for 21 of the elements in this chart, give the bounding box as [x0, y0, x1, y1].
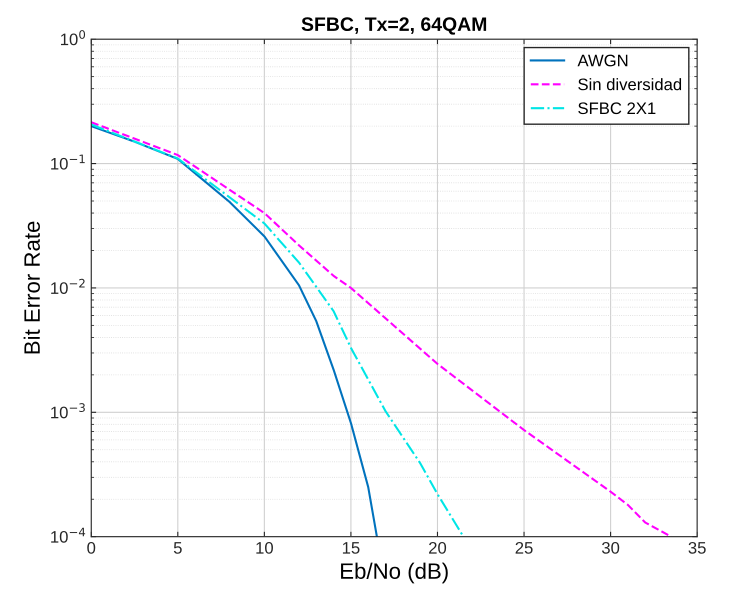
- legend-label: AWGN: [578, 54, 628, 66]
- x-tick-label: 20: [429, 542, 446, 554]
- y-axis-title: Bit Error Rate: [24, 222, 40, 354]
- line-series: [91, 123, 464, 537]
- y-tick-label: 10$^{−3}$: [51, 403, 85, 418]
- y-tick-label: 10$^{−4}$: [51, 528, 86, 543]
- x-tick-label: 0: [87, 542, 96, 554]
- x-tick-label: 10: [256, 542, 273, 554]
- legend-label: Sin diversidad: [578, 78, 682, 90]
- x-tick-label: 35: [688, 542, 706, 554]
- line-series: [91, 125, 378, 537]
- y-tick-label: 10$^{−1}$: [51, 154, 85, 170]
- y-tick-label: 10$^{0}$: [60, 30, 86, 46]
- legend-label: SFBC 2X1: [578, 102, 656, 114]
- x-tick-label: 15: [342, 542, 360, 554]
- x-axis-title: Eb/No (dB): [341, 562, 448, 584]
- x-tick-label: 30: [602, 542, 620, 554]
- chart-title: SFBC, Tx=2, 64QAM: [302, 17, 486, 35]
- y-tick-label: 10$^{−2}$: [51, 278, 85, 294]
- x-tick-label: 25: [516, 542, 533, 554]
- x-tick-label: 5: [174, 542, 182, 554]
